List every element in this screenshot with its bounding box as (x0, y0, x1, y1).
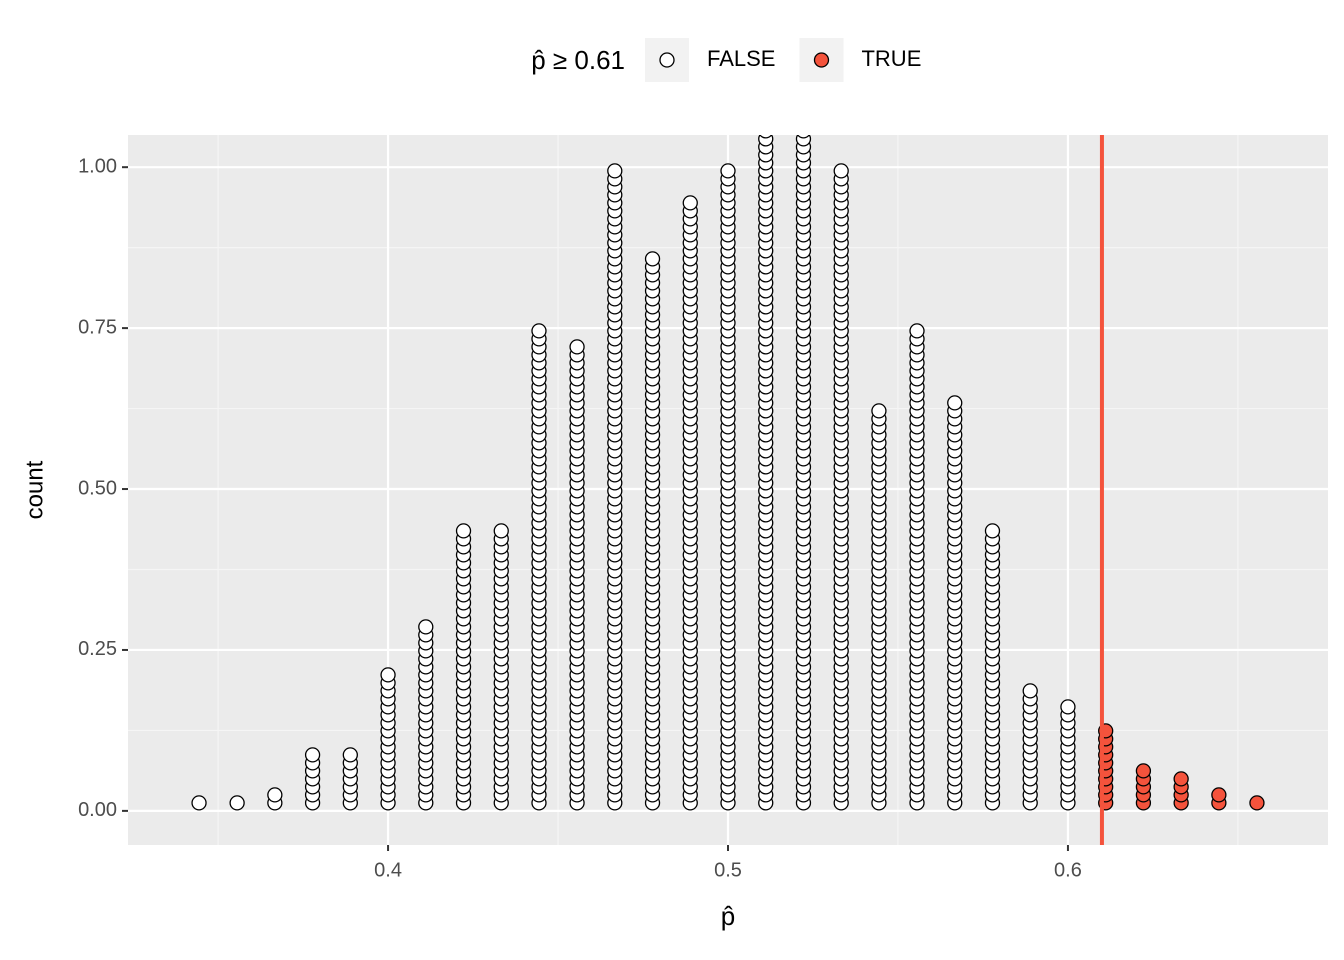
legend-swatch (659, 52, 675, 68)
dot (1249, 795, 1265, 811)
dot (833, 163, 849, 179)
dot (795, 135, 812, 147)
dot (380, 667, 396, 683)
dot (796, 84, 810, 98)
x-axis-title: p̂ (721, 901, 735, 931)
dot (267, 787, 283, 803)
dot (759, 116, 773, 130)
dot (796, 100, 810, 114)
dot (1211, 787, 1227, 803)
dot (455, 523, 472, 539)
dot (909, 323, 925, 339)
y-tick-label: 0.75 (78, 316, 117, 338)
legend-swatch (813, 52, 830, 68)
dot (531, 323, 547, 339)
dot (759, 84, 773, 98)
y-tick-label: 0.50 (78, 477, 117, 499)
dot (797, 135, 810, 139)
dot (984, 523, 1001, 539)
dot (607, 163, 623, 179)
dot (759, 108, 773, 122)
marks (191, 76, 1265, 845)
dot (493, 523, 509, 539)
dot (1022, 683, 1038, 699)
dot (947, 395, 963, 411)
dot (1060, 699, 1076, 715)
dot (342, 747, 358, 763)
dot (418, 619, 434, 635)
dot (759, 92, 773, 106)
dot (796, 116, 810, 130)
legend-label: TRUE (861, 46, 921, 71)
dot (720, 163, 736, 179)
dot (759, 76, 773, 90)
dot (191, 795, 207, 811)
dot (871, 403, 887, 419)
y-axis-title: count (21, 460, 48, 519)
x-tick-label: 0.4 (374, 859, 402, 881)
legend-title: p̂ ≥ 0.61 (531, 45, 625, 75)
x-tick-label: 0.6 (1054, 859, 1082, 881)
dot (569, 339, 585, 355)
dot (644, 251, 661, 267)
y-tick-label: 0.00 (78, 799, 117, 821)
dot (758, 135, 774, 147)
dot (759, 100, 773, 114)
dot (682, 195, 698, 211)
y-tick-label: 1.00 (78, 155, 117, 177)
dot (796, 92, 810, 106)
dot (1173, 771, 1189, 787)
dot (1135, 763, 1152, 779)
y-tick-label: 0.25 (78, 638, 117, 660)
dot (759, 135, 773, 139)
dot (304, 747, 321, 763)
axes: 0.00 0.25 0.50 0.75 1.00 0.4 0.5 0.6 (78, 155, 1082, 881)
legend: p̂ ≥ 0.61 FALSE TRUE (531, 38, 921, 82)
dot (796, 108, 810, 122)
legend-label: FALSE (707, 46, 775, 71)
x-tick-label: 0.5 (714, 859, 742, 881)
dot (229, 795, 245, 811)
